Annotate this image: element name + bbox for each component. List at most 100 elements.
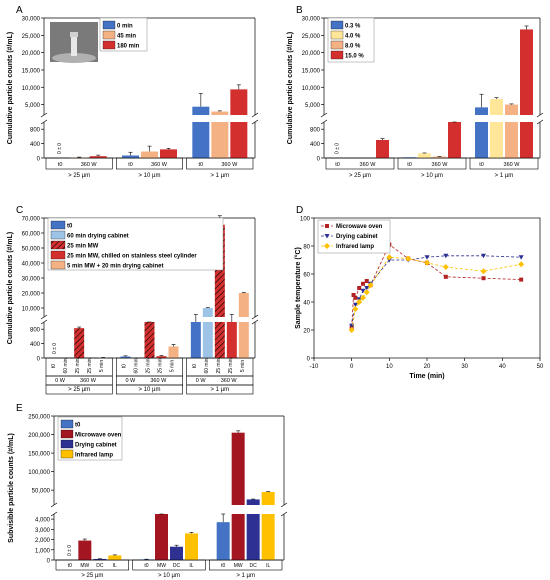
legend: 0 min 45 min 180 min: [99, 17, 148, 52]
y-tick-label: 20,000: [22, 292, 41, 298]
legend: t0 Microwave oven Drying cabinet Infrared l…: [57, 416, 123, 461]
bar: [216, 522, 230, 560]
y-tick-label: 200,000: [28, 433, 50, 439]
group-box: [209, 559, 283, 571]
group-label: > 25 µm: [349, 173, 371, 179]
bar: [160, 149, 177, 158]
bar-break-gap: [210, 115, 230, 122]
bar: [231, 432, 245, 560]
x-tick-label: 25 min: [75, 358, 81, 373]
group-box: [186, 384, 254, 395]
legend-swatch: [102, 30, 116, 40]
y-axis-label: Cumulative particle counts (#/mL): [7, 32, 14, 144]
y-tick-label: 0: [47, 559, 51, 565]
legend-swatch: [60, 419, 74, 429]
data-point: [351, 293, 356, 297]
y-tick-label: 25,000: [22, 34, 41, 40]
bar: [93, 558, 107, 560]
panel-letter: B: [296, 5, 303, 16]
panel-B: B 0 400 800 5,000 10,000 15,000 20,000 25,000 30,…: [287, 5, 544, 179]
x-tick-label: 360 W: [432, 162, 449, 168]
bar-break-gap: [201, 317, 214, 322]
legend-swatch: [60, 449, 74, 459]
legend-swatch: [330, 30, 344, 40]
bar: [144, 322, 155, 358]
axis-break-mark: [320, 119, 328, 125]
y-axis-label: Cumulative particle counts (#/mL): [287, 32, 294, 144]
x-tick-label: -10: [310, 364, 319, 370]
data-point: [518, 255, 524, 260]
data-point: [442, 264, 449, 270]
x-tick-label: t0: [192, 364, 198, 368]
x-tick-label: DC: [250, 563, 258, 569]
legend-swatch: [50, 240, 66, 250]
x-tick-label: 10: [386, 364, 393, 370]
data-point: [360, 281, 365, 286]
panel-letter: D: [296, 205, 303, 216]
bar: [246, 499, 260, 560]
bar-break-gap: [489, 115, 504, 122]
y-tick-label: 80: [303, 245, 310, 251]
axis-break-mark: [50, 502, 58, 508]
axis-break-mark: [280, 502, 288, 508]
bar: [156, 356, 167, 358]
bar-break-gap: [504, 115, 519, 122]
axis-break-mark: [251, 319, 259, 325]
x-tick-label: 360 W: [81, 162, 98, 168]
bar: [211, 111, 229, 158]
axis-break-mark: [40, 119, 48, 125]
y-tick-label: 5,000: [305, 103, 321, 109]
y-tick-label: 20,000: [302, 51, 321, 57]
bar-break-gap: [237, 317, 250, 322]
group-box: [325, 157, 395, 170]
panel-A: A 0 400 800 5,000 10,000 15,000 20,000 25,000 30,…: [7, 5, 259, 179]
group-box: [186, 157, 254, 170]
bar-break-gap: [154, 505, 169, 514]
x-tick-label: t0: [58, 162, 63, 168]
data-point: [353, 295, 358, 300]
legend-swatch: [102, 40, 116, 50]
legend-swatch: [60, 429, 74, 439]
bar: [505, 104, 518, 158]
x-tick-label: 60 min: [134, 358, 140, 373]
series-line: [351, 255, 522, 326]
y-tick-label: 20,000: [22, 51, 41, 57]
y-tick-label: 30,000: [22, 17, 41, 23]
x-tick-label: MW: [80, 563, 89, 569]
axis-break-mark: [320, 112, 328, 118]
y-tick-label: 10,000: [22, 86, 41, 92]
bar: [448, 122, 461, 158]
bar: [168, 346, 179, 358]
group-box: [397, 157, 467, 170]
group-label: > 25 µm: [68, 387, 90, 393]
bar: [74, 328, 85, 358]
bar-break-gap: [229, 115, 249, 122]
x-tick-label: 40: [499, 364, 506, 370]
legend-label: 5 min MW + 20 min drying cabinet: [67, 264, 164, 270]
y-tick-label: 0: [37, 157, 41, 163]
group-label: > 10 µm: [158, 573, 180, 579]
x-tick-label: t0: [221, 563, 225, 569]
y-tick-label: 60: [303, 273, 310, 279]
legend-marker: [325, 224, 329, 228]
data-point: [348, 327, 355, 333]
legend-swatch: [50, 230, 66, 240]
axis-break-mark: [536, 119, 544, 125]
bar: [490, 99, 503, 158]
bar: [78, 540, 92, 560]
axis-break-mark: [536, 112, 544, 118]
y-tick-label: 10,000: [302, 86, 321, 92]
x-tick-label: IL: [189, 563, 193, 569]
y-tick-label: 4,000: [35, 518, 51, 524]
zero-label: 0 ± 0: [57, 143, 63, 154]
x-tick-label: 25 min: [87, 358, 93, 373]
y-tick-label: 400: [30, 342, 41, 348]
bar: [261, 492, 275, 560]
x-tick-label: IL: [113, 563, 117, 569]
group-box: [45, 157, 113, 170]
legend: t0 60 min drying cabinet 25 min MW 25 min M…: [47, 217, 224, 271]
y-tick-label: 3,000: [35, 528, 51, 534]
bar-break-gap: [260, 505, 276, 514]
legend-marker: [324, 234, 330, 239]
